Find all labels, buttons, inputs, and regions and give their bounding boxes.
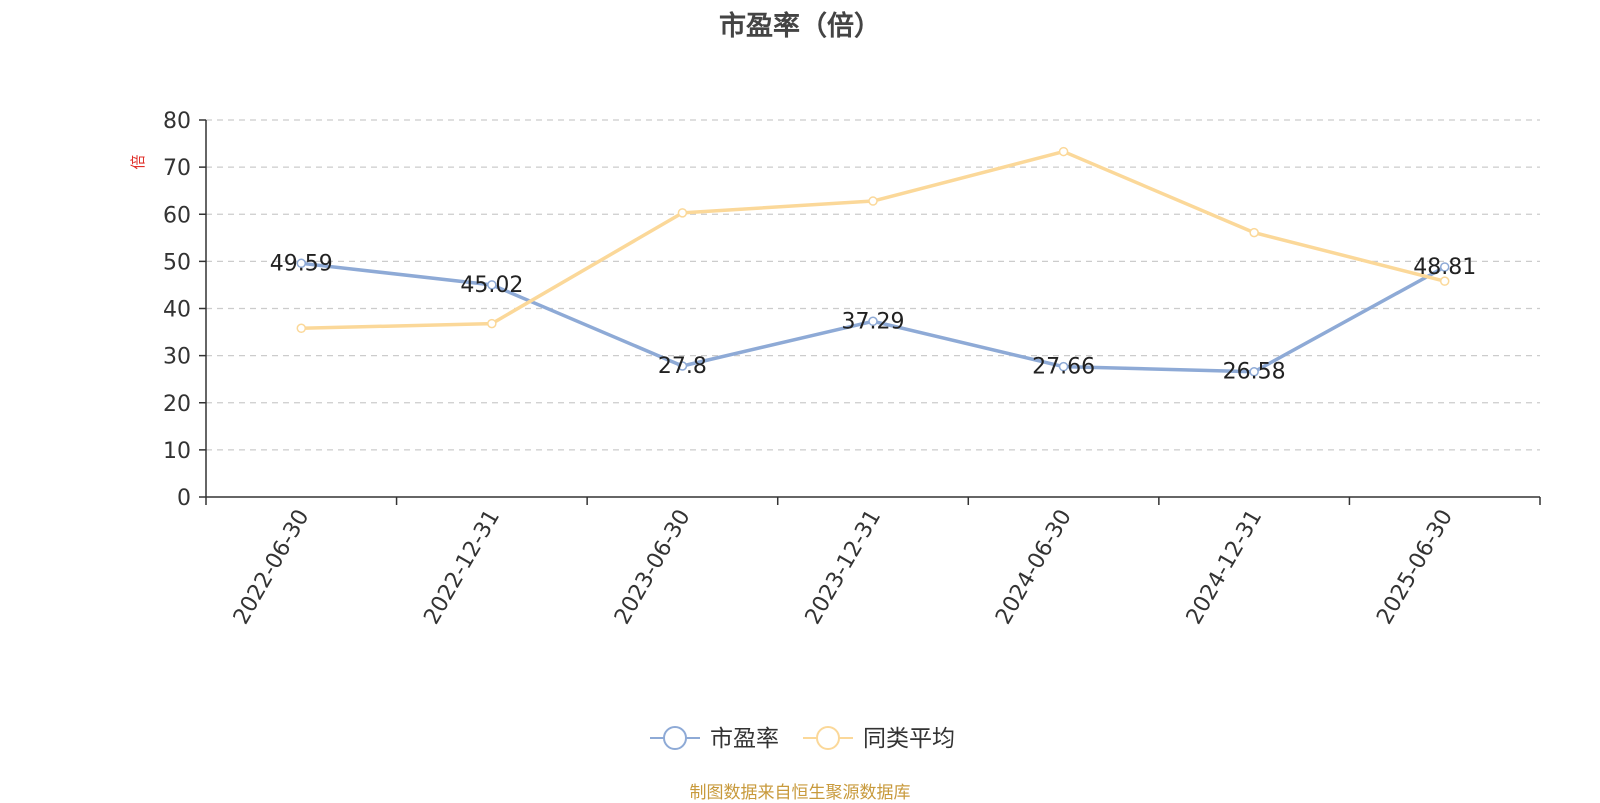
- data-label: 49.59: [270, 251, 333, 276]
- data-point: [677, 208, 688, 218]
- data-point: [487, 280, 497, 290]
- y-tick-label: 20: [163, 392, 191, 417]
- x-tick-label: 2023-12-31: [801, 506, 887, 629]
- x-tick-label: 2024-12-31: [1182, 506, 1268, 629]
- y-tick-label: 70: [163, 156, 191, 181]
- data-point: [296, 258, 307, 269]
- y-tick-label: 50: [163, 250, 191, 275]
- chart-title: 市盈率（倍）: [719, 11, 881, 42]
- data-point: [1058, 146, 1069, 157]
- data-point: [868, 196, 878, 206]
- y-tick-label: 80: [163, 109, 191, 134]
- data-label: 48.81: [1413, 255, 1476, 280]
- x-tick-label: 2022-06-30: [229, 506, 315, 629]
- data-point: [868, 316, 878, 327]
- data-label: 26.58: [1223, 360, 1286, 385]
- x-tick-label: 2025-06-30: [1372, 506, 1458, 629]
- x-tick-label: 2022-12-31: [419, 506, 505, 629]
- data-point: [1439, 262, 1450, 272]
- data-label: 27.8: [658, 354, 707, 379]
- y-tick-label: 40: [163, 298, 191, 323]
- y-tick-label: 60: [163, 203, 191, 228]
- x-tick-label: 2024-06-30: [991, 506, 1077, 629]
- y-axis-label: 倍: [129, 154, 147, 169]
- data-point: [1058, 361, 1069, 372]
- y-tick-label: 30: [163, 345, 191, 370]
- data-point: [487, 318, 497, 329]
- data-point: [1249, 227, 1259, 238]
- y-tick-label: 10: [163, 439, 191, 464]
- data-point: [677, 361, 688, 371]
- source-note: 制图数据来自恒生聚源数据库: [689, 783, 911, 803]
- series-line-2: [301, 149, 1446, 331]
- legend-label-2: 同类平均: [863, 726, 955, 752]
- data-point: [1439, 276, 1450, 286]
- data-label: 45.02: [460, 273, 523, 298]
- y-tick-label: 0: [177, 486, 191, 511]
- data-point: [296, 323, 307, 334]
- data-label: 27.66: [1032, 355, 1095, 380]
- x-tick-label: 2023-06-30: [610, 506, 696, 629]
- data-label: 37.29: [842, 309, 905, 334]
- legend-marker-1: [663, 726, 687, 750]
- legend-marker-2: [816, 726, 840, 750]
- legend-label-1: 市盈率: [710, 726, 779, 752]
- data-point: [1249, 366, 1259, 377]
